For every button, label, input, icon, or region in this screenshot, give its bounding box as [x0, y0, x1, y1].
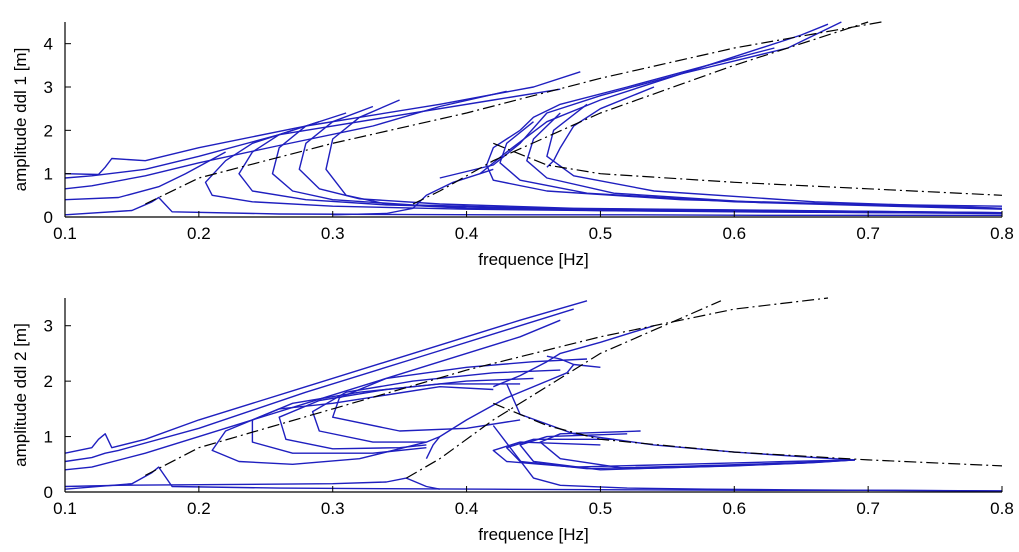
response-curve-15: [499, 121, 1003, 209]
y-tick-label: 2: [44, 121, 53, 140]
chart-amplitude-ddl-1: 0.1 0.2 0.3 0.4 0.5 0.6 0.7 0.8 0 1 2 3 4 frequence […: [11, 21, 1014, 269]
x-tick-label: 0.5: [589, 224, 613, 243]
response-curve-6: [238, 121, 1003, 214]
response-curve-17: [506, 383, 855, 461]
x-tick-label: 0.6: [722, 224, 746, 243]
response-curve-16: [539, 430, 855, 470]
response-curve-7: [271, 112, 1003, 214]
x-tick-label: 0.4: [455, 224, 479, 243]
response-curve-12: [546, 355, 601, 368]
response-curve-2: [64, 319, 561, 471]
response-curve-16: [526, 112, 1003, 210]
response-curve-0: [64, 300, 588, 454]
y-tick-label: 3: [44, 317, 53, 336]
backbone-curve-21: [493, 142, 1003, 196]
response-curve-0: [64, 71, 581, 176]
x-tick-label: 0.4: [455, 499, 479, 518]
x-tick-label: 0.2: [187, 499, 211, 518]
x-tick-label: 0.2: [187, 224, 211, 243]
response-curve-1: [64, 88, 561, 179]
response-curve-7: [278, 377, 534, 450]
backbone-curve-19: [145, 21, 882, 205]
y-tick-label: 1: [44, 428, 53, 447]
response-curve-1: [64, 308, 574, 463]
response-curve-18: [546, 86, 655, 168]
x-axis-label: frequence [Hz]: [478, 525, 589, 544]
response-curve-18: [492, 425, 1003, 492]
y-tick-label: 1: [44, 165, 53, 184]
y-axis-label: amplitude ddl 1 [m]: [11, 48, 30, 192]
x-axis-label: frequence [Hz]: [478, 250, 589, 269]
response-curve-5: [211, 386, 494, 465]
response-curve-2: [64, 90, 507, 190]
y-tick-label: 0: [44, 208, 53, 227]
response-curve-3: [64, 151, 226, 201]
response-curve-10: [425, 364, 575, 460]
response-curve-11: [493, 325, 655, 388]
response-curve-9: [325, 99, 1003, 215]
y-tick-label: 4: [44, 35, 53, 54]
response-curve-8: [298, 105, 1003, 214]
chart-amplitude-ddl-2: 0.1 0.2 0.3 0.4 0.5 0.6 0.7 0.8 0 1 2 3 frequence [H…: [11, 297, 1014, 544]
response-curve-3: [64, 466, 1003, 492]
y-tick-label: 3: [44, 78, 53, 97]
response-curve-11: [439, 21, 842, 179]
response-curve-12: [479, 23, 829, 175]
backbone-curve-20: [405, 300, 722, 479]
x-tick-label: 0.8: [990, 499, 1014, 518]
y-tick-label: 2: [44, 372, 53, 391]
backbone-curve-21: [493, 402, 1003, 467]
x-tick-label: 0.6: [722, 499, 746, 518]
x-tick-label: 0.3: [321, 499, 345, 518]
response-curve-9: [332, 358, 588, 432]
y-axis-label: amplitude ddl 2 [m]: [11, 323, 30, 467]
response-curve-8: [311, 369, 561, 443]
response-curve-17: [546, 103, 1003, 209]
x-tick-label: 0.8: [990, 224, 1014, 243]
x-tick-label: 0.7: [856, 224, 880, 243]
x-tick-label: 0.1: [53, 499, 77, 518]
x-tick-label: 0.3: [321, 224, 345, 243]
x-tick-label: 0.7: [856, 499, 880, 518]
response-curve-13: [519, 47, 775, 131]
response-curve-6: [251, 383, 521, 454]
backbone-curve-20: [412, 21, 869, 205]
x-tick-label: 0.5: [589, 499, 613, 518]
y-tick-label: 0: [44, 483, 53, 502]
response-curve-4: [64, 477, 440, 490]
backbone-curve-19: [145, 297, 829, 476]
x-tick-label: 0.1: [53, 224, 77, 243]
